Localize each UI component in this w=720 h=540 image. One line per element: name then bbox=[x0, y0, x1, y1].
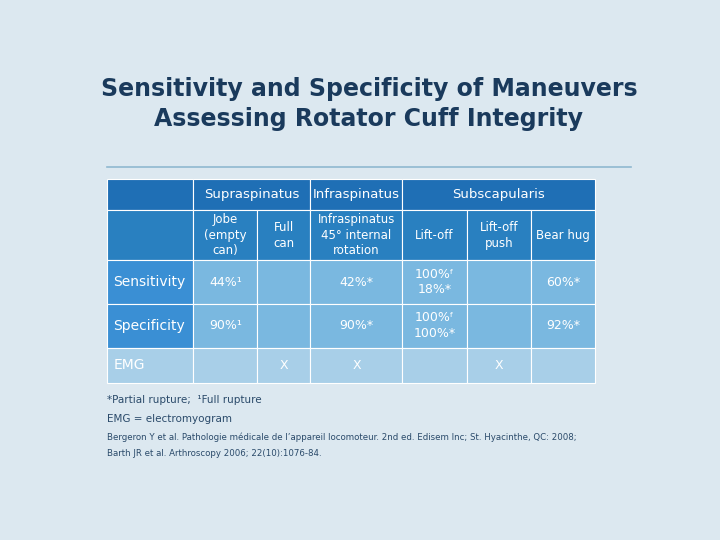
FancyBboxPatch shape bbox=[310, 260, 402, 304]
Text: 100%ᶠ
18%*: 100%ᶠ 18%* bbox=[415, 268, 454, 296]
Text: 100%ᶠ
100%*: 100%ᶠ 100%* bbox=[413, 312, 456, 340]
Text: X: X bbox=[352, 359, 361, 372]
FancyBboxPatch shape bbox=[107, 179, 193, 210]
Text: Lift-off
push: Lift-off push bbox=[480, 221, 518, 249]
FancyBboxPatch shape bbox=[258, 210, 310, 260]
Text: Lift-off: Lift-off bbox=[415, 229, 454, 242]
Text: EMG: EMG bbox=[114, 358, 145, 372]
Text: Supraspinatus: Supraspinatus bbox=[204, 188, 300, 201]
Text: Barth JR et al. Arthroscopy 2006; 22(10):1076-84.: Barth JR et al. Arthroscopy 2006; 22(10)… bbox=[107, 449, 321, 457]
Text: 42%*: 42%* bbox=[339, 275, 374, 288]
Text: Specificity: Specificity bbox=[114, 319, 185, 333]
FancyBboxPatch shape bbox=[467, 260, 531, 304]
Text: Jobe
(empty
can): Jobe (empty can) bbox=[204, 213, 247, 257]
Text: X: X bbox=[495, 359, 503, 372]
FancyBboxPatch shape bbox=[193, 260, 258, 304]
Text: Infraspinatus: Infraspinatus bbox=[313, 188, 400, 201]
Text: *Partial rupture;  ¹Full rupture: *Partial rupture; ¹Full rupture bbox=[107, 395, 261, 406]
FancyBboxPatch shape bbox=[402, 179, 595, 210]
FancyBboxPatch shape bbox=[402, 304, 467, 348]
FancyBboxPatch shape bbox=[310, 179, 402, 210]
FancyBboxPatch shape bbox=[258, 260, 310, 304]
Text: Bergeron Y et al. Pathologie médicale de l’appareil locomoteur. 2nd ed. Edisem I: Bergeron Y et al. Pathologie médicale de… bbox=[107, 433, 577, 442]
FancyBboxPatch shape bbox=[467, 210, 531, 260]
FancyBboxPatch shape bbox=[402, 210, 467, 260]
FancyBboxPatch shape bbox=[467, 304, 531, 348]
Text: EMG = electromyogram: EMG = electromyogram bbox=[107, 414, 232, 424]
Text: 44%¹: 44%¹ bbox=[209, 275, 242, 288]
FancyBboxPatch shape bbox=[467, 348, 531, 383]
FancyBboxPatch shape bbox=[107, 210, 193, 260]
FancyBboxPatch shape bbox=[531, 304, 595, 348]
Text: Infraspinatus
45° internal
rotation: Infraspinatus 45° internal rotation bbox=[318, 213, 395, 257]
FancyBboxPatch shape bbox=[531, 348, 595, 383]
FancyBboxPatch shape bbox=[402, 260, 467, 304]
Text: Bear hug: Bear hug bbox=[536, 229, 590, 242]
FancyBboxPatch shape bbox=[310, 348, 402, 383]
Text: 90%¹: 90%¹ bbox=[209, 319, 242, 332]
Text: Full
can: Full can bbox=[274, 221, 294, 249]
Text: Sensitivity: Sensitivity bbox=[114, 275, 186, 289]
FancyBboxPatch shape bbox=[258, 348, 310, 383]
FancyBboxPatch shape bbox=[193, 210, 258, 260]
FancyBboxPatch shape bbox=[107, 260, 193, 304]
FancyBboxPatch shape bbox=[193, 348, 258, 383]
FancyBboxPatch shape bbox=[193, 304, 258, 348]
FancyBboxPatch shape bbox=[531, 260, 595, 304]
FancyBboxPatch shape bbox=[107, 304, 193, 348]
FancyBboxPatch shape bbox=[107, 348, 193, 383]
FancyBboxPatch shape bbox=[193, 179, 310, 210]
FancyBboxPatch shape bbox=[310, 210, 402, 260]
Text: Sensitivity and Specificity of Maneuvers
Assessing Rotator Cuff Integrity: Sensitivity and Specificity of Maneuvers… bbox=[101, 77, 637, 131]
Text: 90%*: 90%* bbox=[339, 319, 374, 332]
Text: Subscapularis: Subscapularis bbox=[452, 188, 545, 201]
Text: X: X bbox=[279, 359, 288, 372]
FancyBboxPatch shape bbox=[531, 210, 595, 260]
Text: 60%*: 60%* bbox=[546, 275, 580, 288]
FancyBboxPatch shape bbox=[310, 304, 402, 348]
FancyBboxPatch shape bbox=[402, 348, 467, 383]
Text: 92%*: 92%* bbox=[546, 319, 580, 332]
FancyBboxPatch shape bbox=[258, 304, 310, 348]
